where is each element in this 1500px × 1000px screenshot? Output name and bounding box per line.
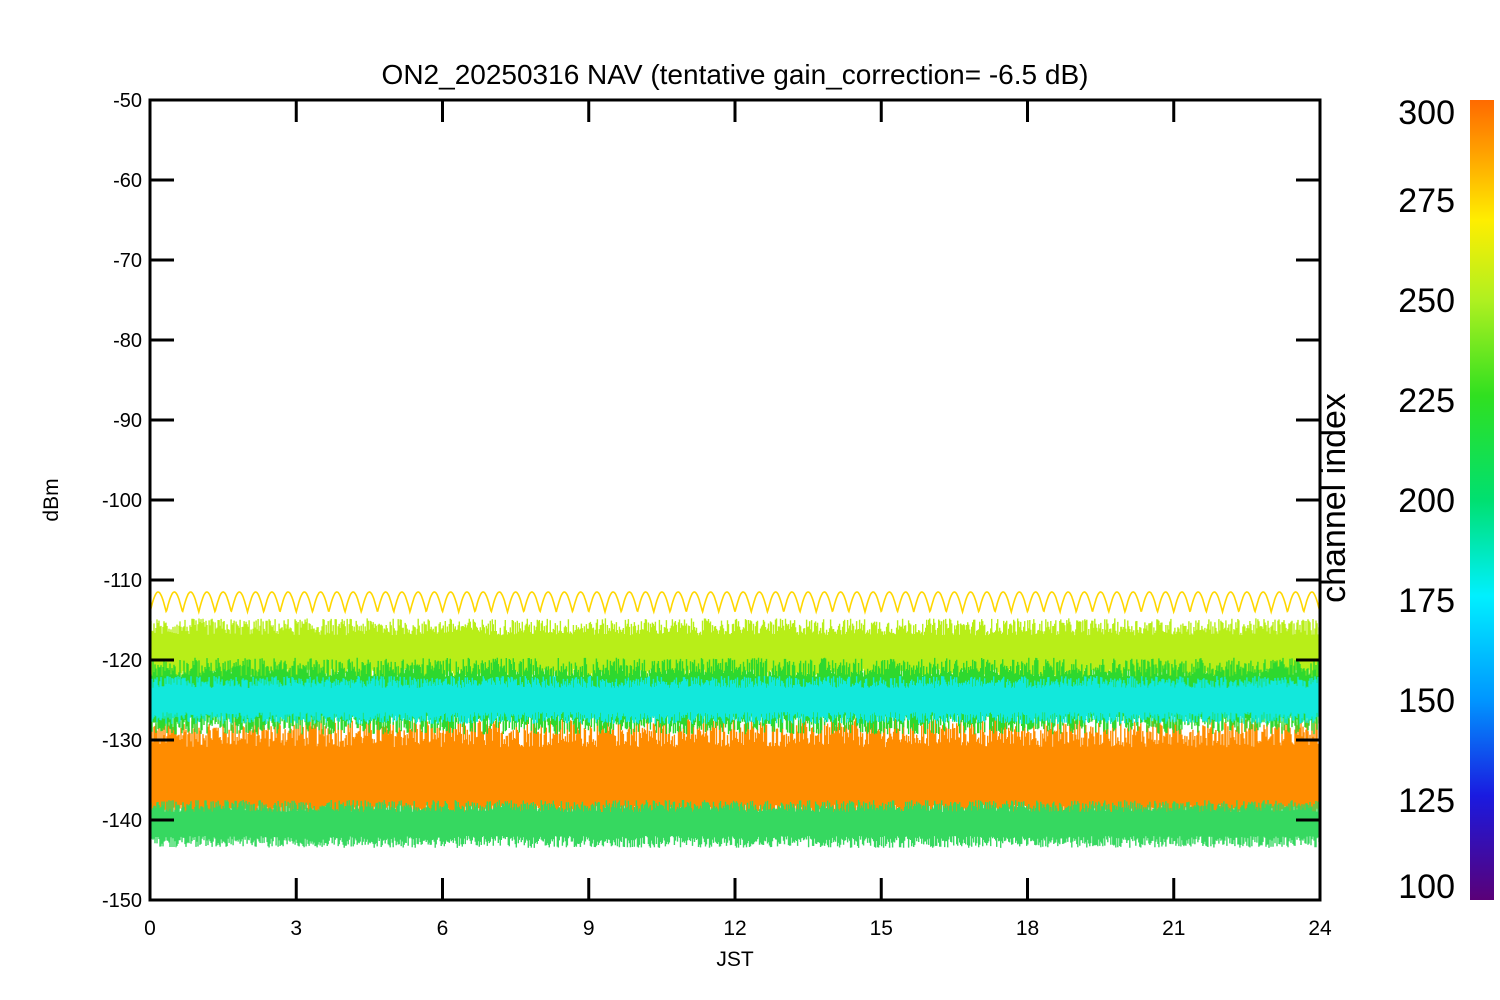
y-axis: -50 -60 -70 -80 -90 -100 -110 -120 -130 -140 -150 <box>102 90 1320 912</box>
colorbar-tick-label: 100 <box>1398 868 1455 906</box>
colorbar-ticks: 100 125 150 175 200 225 250 275 300 <box>1398 94 1455 906</box>
x-tick-label: 18 <box>1016 917 1039 940</box>
series-band-225 <box>150 800 1320 848</box>
series-line-275 <box>150 591 1320 615</box>
x-tick-label: 0 <box>144 917 156 940</box>
series-band-290 <box>150 718 1320 834</box>
y-tick-label: -100 <box>102 490 142 512</box>
x-tick-label: 3 <box>290 917 302 940</box>
y-tick-label: -80 <box>113 330 142 352</box>
x-tick-label: 12 <box>723 917 746 940</box>
colorbar-label: channel index <box>1315 393 1353 603</box>
series-band-265 <box>150 618 1320 686</box>
colorbar-tick-label: 275 <box>1398 182 1455 220</box>
colorbar-tick-label: 175 <box>1398 582 1455 620</box>
y-tick-label: -110 <box>103 570 142 592</box>
x-axis-label: JST <box>716 948 754 971</box>
y-axis-label: dBm <box>40 478 63 521</box>
y-tick-label: -60 <box>113 170 142 192</box>
plot-area <box>150 591 1320 848</box>
y-tick-label: -90 <box>113 410 142 432</box>
colorbar-tick-label: 300 <box>1398 94 1455 132</box>
series-band-190 <box>150 676 1320 724</box>
x-tick-label: 24 <box>1308 917 1332 940</box>
colorbar-tick-label: 250 <box>1398 282 1455 320</box>
colorbar-tick-label: 200 <box>1398 482 1455 520</box>
x-tick-label: 9 <box>583 917 595 940</box>
x-tick-label: 6 <box>437 917 449 940</box>
x-tick-label: 21 <box>1162 917 1185 940</box>
y-tick-label: -150 <box>102 890 142 912</box>
y-tick-label: -130 <box>102 730 142 752</box>
colorbar-tick-label: 225 <box>1398 382 1455 420</box>
x-axis: 0 3 6 9 12 15 18 21 24 <box>144 100 1332 940</box>
colorbar-tick-label: 150 <box>1398 682 1455 720</box>
y-tick-label: -70 <box>113 250 142 272</box>
y-tick-label: -120 <box>102 650 142 672</box>
x-tick-label: 15 <box>870 917 893 940</box>
colorbar <box>1470 100 1494 900</box>
y-tick-label: -50 <box>113 90 142 112</box>
y-tick-label: -140 <box>102 810 142 832</box>
colorbar-tick-label: 125 <box>1398 782 1455 820</box>
chart-title: ON2_20250316 NAV (tentative gain_correct… <box>382 59 1089 90</box>
